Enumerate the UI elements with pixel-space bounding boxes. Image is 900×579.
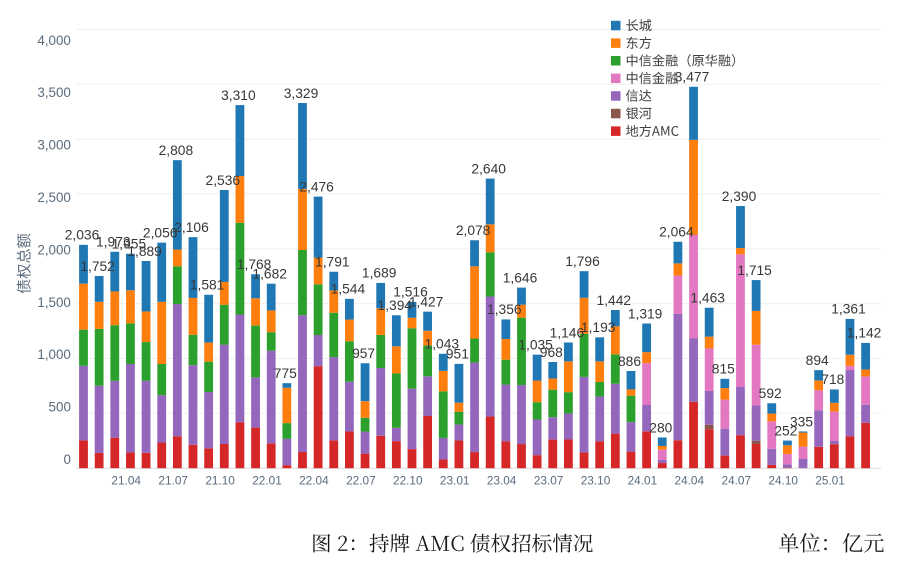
svg-text:1,796: 1,796 xyxy=(565,254,600,269)
svg-text:335: 335 xyxy=(790,414,813,429)
svg-text:1,319: 1,319 xyxy=(628,306,663,321)
svg-text:2,056: 2,056 xyxy=(143,226,178,241)
svg-text:1,463: 1,463 xyxy=(690,291,725,306)
svg-text:2,808: 2,808 xyxy=(159,143,194,158)
svg-text:23.04: 23.04 xyxy=(487,473,517,487)
svg-text:1,682: 1,682 xyxy=(252,267,287,282)
svg-text:2,064: 2,064 xyxy=(659,225,694,240)
svg-text:25.01: 25.01 xyxy=(815,473,845,487)
svg-text:957: 957 xyxy=(352,346,375,361)
svg-text:3,500: 3,500 xyxy=(37,85,71,100)
svg-text:22.07: 22.07 xyxy=(346,473,376,487)
svg-text:2,500: 2,500 xyxy=(37,190,71,205)
svg-text:592: 592 xyxy=(759,386,782,401)
svg-text:1,646: 1,646 xyxy=(503,270,538,285)
svg-text:24.10: 24.10 xyxy=(768,473,798,487)
svg-text:21.07: 21.07 xyxy=(158,473,188,487)
svg-text:3,477: 3,477 xyxy=(675,70,710,85)
svg-text:1,581: 1,581 xyxy=(190,278,225,293)
svg-text:3,000: 3,000 xyxy=(37,138,71,153)
svg-text:4,000: 4,000 xyxy=(37,33,71,48)
svg-text:1,752: 1,752 xyxy=(80,259,115,274)
svg-text:886: 886 xyxy=(618,354,641,369)
svg-text:1,427: 1,427 xyxy=(409,295,444,310)
svg-text:1,142: 1,142 xyxy=(847,326,882,341)
svg-text:24.07: 24.07 xyxy=(722,473,752,487)
svg-text:2,476: 2,476 xyxy=(299,179,334,194)
svg-text:23.01: 23.01 xyxy=(440,473,470,487)
svg-text:500: 500 xyxy=(49,400,71,415)
svg-text:1,973: 1,973 xyxy=(96,235,131,250)
svg-text:2,000: 2,000 xyxy=(37,242,71,257)
svg-text:23.07: 23.07 xyxy=(534,473,564,487)
svg-text:24.04: 24.04 xyxy=(675,473,705,487)
svg-text:1,955: 1,955 xyxy=(112,237,147,252)
svg-text:1,035: 1,035 xyxy=(518,338,553,353)
svg-text:1,000: 1,000 xyxy=(37,347,71,362)
svg-text:1,442: 1,442 xyxy=(597,293,632,308)
svg-text:280: 280 xyxy=(649,420,672,435)
svg-text:3,329: 3,329 xyxy=(284,86,319,101)
svg-text:951: 951 xyxy=(446,347,469,362)
svg-text:3,310: 3,310 xyxy=(221,88,256,103)
svg-text:815: 815 xyxy=(712,362,735,377)
svg-text:1,146: 1,146 xyxy=(550,325,585,340)
svg-text:21.10: 21.10 xyxy=(205,473,235,487)
svg-text:968: 968 xyxy=(540,345,563,360)
svg-text:1,889: 1,889 xyxy=(127,244,162,259)
svg-text:21.04: 21.04 xyxy=(111,473,141,487)
svg-text:1,193: 1,193 xyxy=(581,320,616,335)
svg-text:252: 252 xyxy=(774,423,797,438)
svg-text:1,516: 1,516 xyxy=(393,285,428,300)
svg-text:1,500: 1,500 xyxy=(37,295,71,310)
svg-text:2,106: 2,106 xyxy=(174,220,209,235)
svg-text:2,036: 2,036 xyxy=(65,228,100,243)
svg-text:1,361: 1,361 xyxy=(831,302,866,317)
svg-text:894: 894 xyxy=(806,353,829,368)
svg-text:1,689: 1,689 xyxy=(362,266,397,281)
svg-text:1,043: 1,043 xyxy=(425,337,460,352)
svg-text:1,768: 1,768 xyxy=(237,257,272,272)
svg-text:1,791: 1,791 xyxy=(315,255,350,270)
svg-text:22.10: 22.10 xyxy=(393,473,423,487)
svg-text:2,640: 2,640 xyxy=(471,161,506,176)
svg-text:1,715: 1,715 xyxy=(737,263,772,278)
svg-text:2,078: 2,078 xyxy=(456,223,491,238)
svg-text:1,356: 1,356 xyxy=(487,302,522,317)
svg-text:24.01: 24.01 xyxy=(628,473,658,487)
svg-text:2,536: 2,536 xyxy=(206,173,241,188)
svg-text:22.01: 22.01 xyxy=(252,473,282,487)
svg-text:23.10: 23.10 xyxy=(581,473,611,487)
svg-text:718: 718 xyxy=(821,372,844,387)
svg-text:0: 0 xyxy=(63,452,70,467)
svg-text:1,394: 1,394 xyxy=(378,298,413,313)
svg-text:1,544: 1,544 xyxy=(331,282,366,297)
svg-text:775: 775 xyxy=(274,366,297,381)
svg-text:22.04: 22.04 xyxy=(299,473,329,487)
svg-text:2,390: 2,390 xyxy=(722,189,757,204)
